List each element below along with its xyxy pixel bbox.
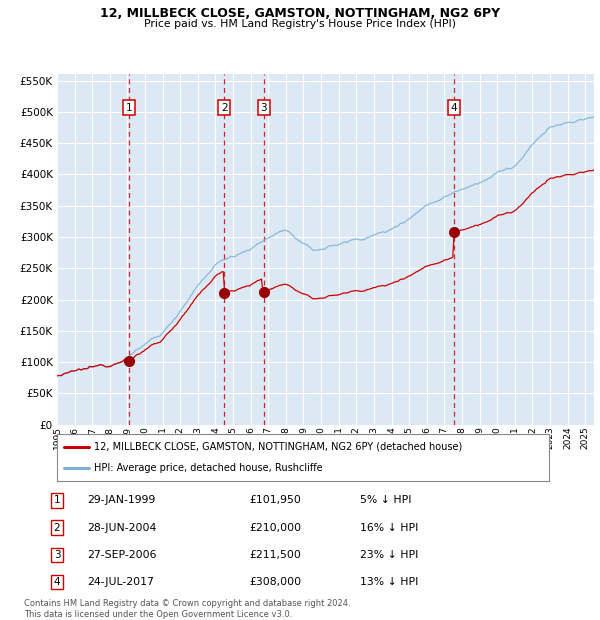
Text: £308,000: £308,000	[249, 577, 301, 587]
Text: Contains HM Land Registry data © Crown copyright and database right 2024.
This d: Contains HM Land Registry data © Crown c…	[24, 600, 350, 619]
Text: £210,000: £210,000	[249, 523, 301, 533]
Text: 12, MILLBECK CLOSE, GAMSTON, NOTTINGHAM, NG2 6PY: 12, MILLBECK CLOSE, GAMSTON, NOTTINGHAM,…	[100, 7, 500, 20]
Text: 1: 1	[125, 103, 132, 113]
Text: 12, MILLBECK CLOSE, GAMSTON, NOTTINGHAM, NG2 6PY (detached house): 12, MILLBECK CLOSE, GAMSTON, NOTTINGHAM,…	[94, 441, 462, 451]
Text: 16% ↓ HPI: 16% ↓ HPI	[360, 523, 418, 533]
Text: HPI: Average price, detached house, Rushcliffe: HPI: Average price, detached house, Rush…	[94, 463, 323, 473]
Text: 3: 3	[53, 550, 61, 560]
Text: 23% ↓ HPI: 23% ↓ HPI	[360, 550, 418, 560]
Text: 28-JUN-2004: 28-JUN-2004	[87, 523, 157, 533]
Text: 27-SEP-2006: 27-SEP-2006	[87, 550, 157, 560]
Text: 29-JAN-1999: 29-JAN-1999	[87, 495, 155, 505]
Text: £211,500: £211,500	[249, 550, 301, 560]
Text: 4: 4	[451, 103, 458, 113]
Text: 3: 3	[260, 103, 267, 113]
Text: 4: 4	[53, 577, 61, 587]
Text: Price paid vs. HM Land Registry's House Price Index (HPI): Price paid vs. HM Land Registry's House …	[144, 19, 456, 29]
Text: 13% ↓ HPI: 13% ↓ HPI	[360, 577, 418, 587]
Text: £101,950: £101,950	[249, 495, 301, 505]
Text: 24-JUL-2017: 24-JUL-2017	[87, 577, 154, 587]
Text: 2: 2	[221, 103, 227, 113]
Text: 1: 1	[53, 495, 61, 505]
Text: 2: 2	[53, 523, 61, 533]
Text: 5% ↓ HPI: 5% ↓ HPI	[360, 495, 412, 505]
